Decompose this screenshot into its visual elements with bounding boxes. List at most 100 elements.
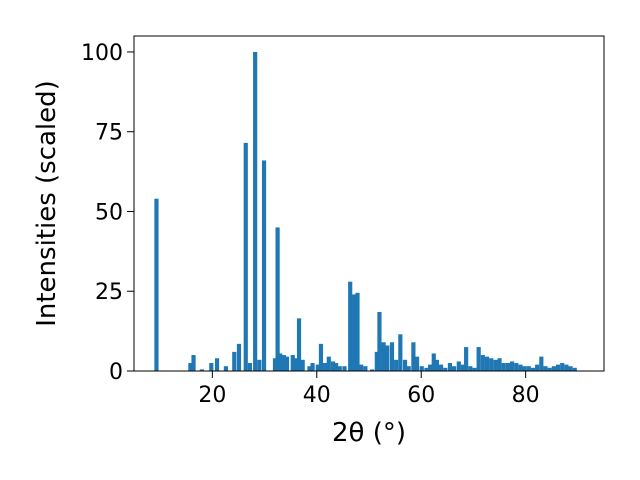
bar (223, 366, 228, 371)
x-tick-label: 20 (198, 383, 226, 408)
bar (539, 356, 544, 371)
bar (564, 364, 569, 371)
bar (247, 363, 253, 371)
x-tick-label: 80 (512, 383, 540, 408)
bar (326, 356, 331, 371)
bar (452, 366, 457, 371)
bar (464, 347, 469, 371)
bar (398, 334, 403, 371)
bar (281, 355, 286, 371)
bar (257, 359, 262, 371)
bar (214, 358, 220, 371)
bar (480, 355, 485, 371)
x-tick-label: 40 (303, 383, 331, 408)
bar (385, 345, 390, 371)
bar (497, 358, 502, 371)
bar (330, 361, 336, 371)
bar (510, 361, 515, 371)
y-tick-label: 50 (95, 200, 123, 225)
bar (493, 359, 498, 371)
bar (489, 358, 494, 371)
x-axis-label: 2θ (°) (332, 418, 406, 448)
bar (560, 363, 565, 371)
bar (431, 353, 436, 371)
bar (348, 281, 353, 371)
bar (468, 366, 473, 371)
bar (377, 311, 382, 371)
bar (370, 369, 375, 371)
bar (419, 366, 424, 371)
bar (261, 160, 267, 371)
bar (505, 363, 510, 371)
bar (572, 367, 577, 371)
bar (323, 363, 328, 371)
bar (355, 292, 360, 371)
y-tick-label: 100 (81, 41, 123, 66)
bar (472, 367, 477, 371)
y-tick-label: 25 (95, 280, 123, 305)
bar (456, 361, 461, 371)
bar (514, 363, 519, 371)
bar (424, 367, 429, 371)
bar (406, 366, 411, 371)
bars-group (154, 51, 577, 371)
bar (501, 363, 506, 371)
ticks-group: 20 40 60 80 0 25 50 75 100 (81, 41, 540, 408)
bar (381, 342, 386, 371)
bar (526, 366, 531, 371)
plot-frame (133, 35, 605, 372)
bar (351, 294, 356, 371)
bar (359, 364, 364, 371)
bar (402, 359, 408, 371)
bar (191, 355, 196, 371)
bar (568, 366, 573, 371)
bar (411, 342, 416, 371)
bar (434, 359, 439, 371)
bar (389, 342, 395, 371)
bar (414, 356, 420, 371)
bar (334, 363, 339, 371)
bar (199, 369, 204, 371)
bar (284, 356, 290, 371)
bar (154, 198, 159, 371)
y-axis-label: Intensities (scaled) (32, 80, 62, 327)
bar (293, 358, 298, 371)
bar (394, 359, 399, 371)
bar (484, 356, 490, 371)
y-tick-label: 75 (95, 121, 123, 146)
bar (290, 355, 295, 371)
bar (253, 51, 258, 371)
bar (374, 351, 379, 371)
bar (363, 366, 368, 371)
bar (243, 142, 248, 371)
bar (337, 366, 342, 371)
y-tick-label: 0 (109, 360, 123, 385)
bar (518, 364, 523, 371)
bar (447, 363, 453, 371)
bar (307, 366, 312, 371)
bar (310, 363, 315, 371)
bar (236, 343, 242, 371)
bar (296, 318, 302, 371)
x-tick-label: 60 (407, 383, 435, 408)
bar (278, 353, 283, 371)
bar (300, 359, 305, 371)
bar (209, 363, 214, 371)
bar (535, 364, 540, 371)
bar (543, 366, 548, 371)
bar (342, 366, 347, 371)
bar (428, 364, 433, 371)
bar (460, 364, 466, 371)
bar (530, 367, 536, 371)
bar (272, 358, 278, 371)
bar (476, 347, 481, 371)
bar (547, 367, 552, 371)
bar (555, 364, 561, 371)
bar (232, 351, 237, 371)
bar (522, 366, 527, 371)
bar (443, 367, 448, 371)
bar (438, 364, 444, 371)
